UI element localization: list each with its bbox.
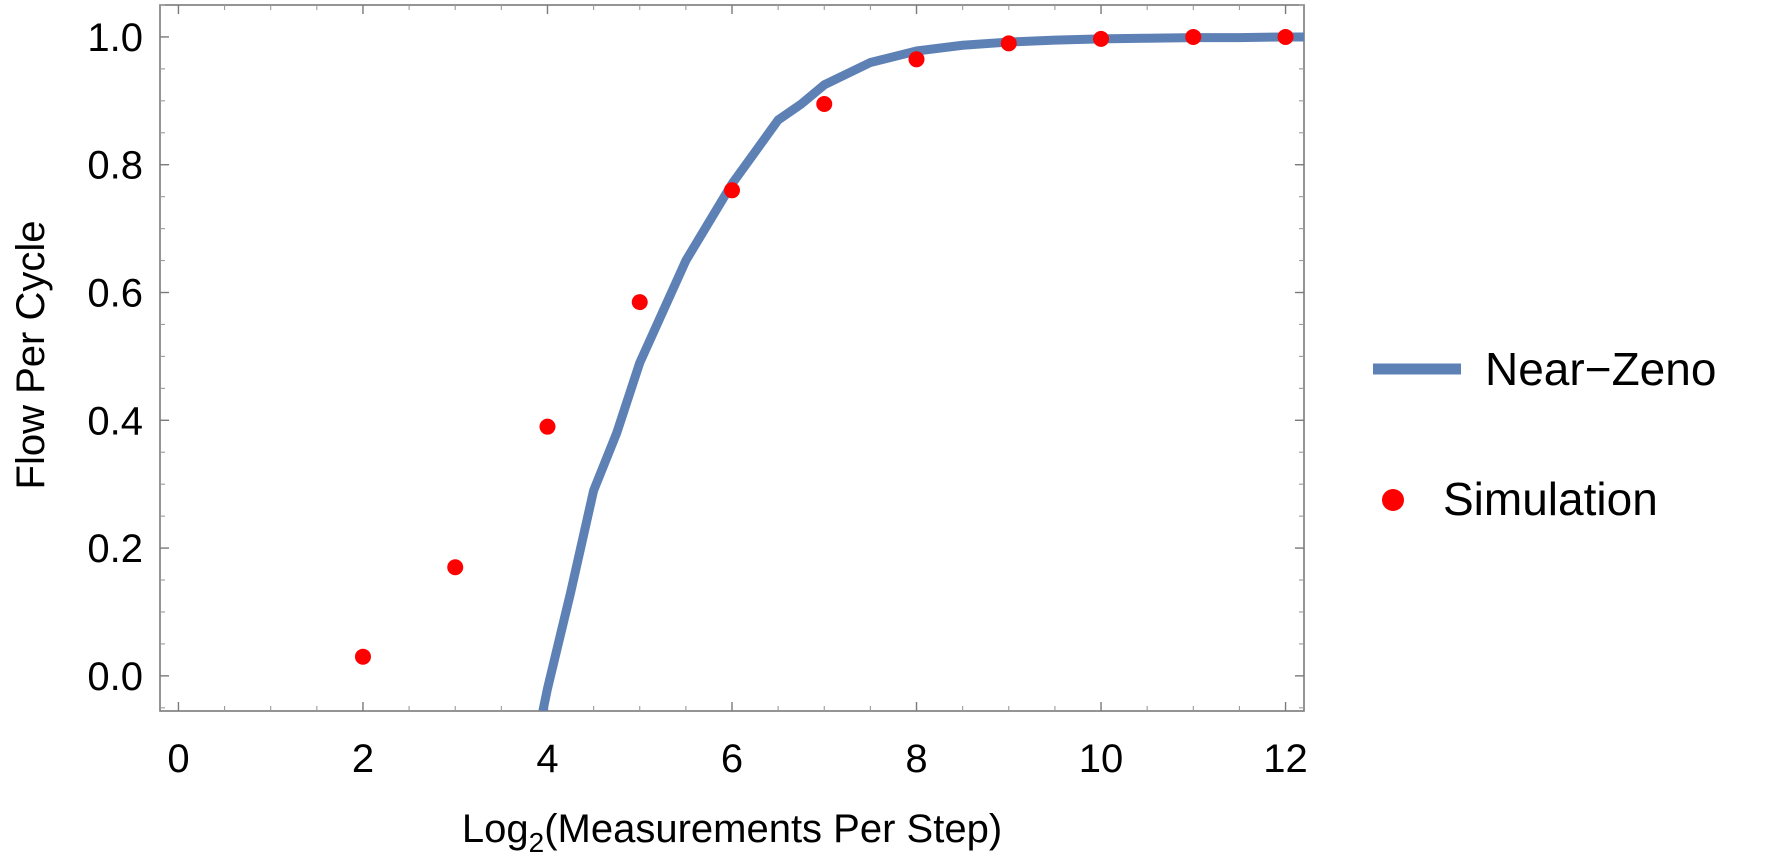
y-tick-label: 0.0 <box>87 655 143 699</box>
x-tick-label: 4 <box>536 737 558 781</box>
x-axis-title-prefix: Log <box>462 807 529 851</box>
x-tick-label: 0 <box>167 737 189 781</box>
simulation-point <box>354 648 371 665</box>
near-zeno-curve <box>538 32 1304 711</box>
y-tick-label: 0.2 <box>87 527 143 571</box>
x-tick-label: 2 <box>352 737 374 781</box>
y-tick-label: 1.0 <box>87 16 143 60</box>
simulation-point <box>447 559 464 576</box>
x-axis-title: Log2(Measurements Per Step) <box>462 807 1002 857</box>
simulation-point <box>631 294 648 311</box>
y-tick-label: 0.6 <box>87 272 143 316</box>
x-tick-label: 6 <box>721 737 743 781</box>
x-tick-label: 10 <box>1079 737 1124 781</box>
simulation-point <box>816 96 833 113</box>
x-tick-labels: 0 2 4 6 8 10 12 <box>167 737 1307 781</box>
plot-frame <box>159 4 1305 712</box>
y-tick-label: 0.8 <box>87 144 143 188</box>
x-tick-label: 8 <box>905 737 927 781</box>
legend: Near−Zeno Simulation <box>1373 343 1716 525</box>
x-tick-label: 12 <box>1263 737 1308 781</box>
tick-marks <box>160 4 1304 711</box>
simulation-point <box>724 182 740 199</box>
y-axis-title: Flow Per Cycle <box>9 221 53 490</box>
simulation-point <box>539 418 556 435</box>
simulation-point <box>1185 28 1202 45</box>
simulation-point <box>1277 28 1294 45</box>
y-tick-labels: 0.0 0.2 0.4 0.6 0.8 1.0 <box>87 16 143 699</box>
legend-marker-simulation <box>1382 489 1404 511</box>
x-axis-title-subscript: 2 <box>529 827 545 857</box>
legend-label-simulation: Simulation <box>1443 473 1658 525</box>
simulation-point <box>908 51 925 68</box>
simulation-point <box>1000 35 1017 52</box>
series-layer <box>354 28 1304 711</box>
legend-label-near-zeno: Near−Zeno <box>1485 343 1716 395</box>
x-axis-title-suffix: (Measurements Per Step) <box>544 807 1002 851</box>
y-tick-label: 0.4 <box>87 399 143 443</box>
simulation-point <box>1093 30 1110 47</box>
